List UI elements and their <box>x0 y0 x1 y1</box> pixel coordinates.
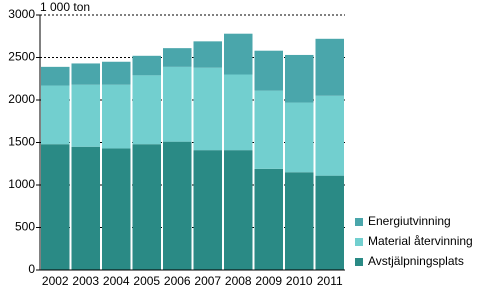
x-tick-label: 2006 <box>164 274 191 288</box>
x-tick-label: 2007 <box>194 274 221 288</box>
legend-swatch <box>355 238 363 246</box>
y-tick-label: 1500 <box>8 135 35 149</box>
bar-segment <box>315 95 344 176</box>
bar-segment <box>132 75 161 145</box>
unit-label: 1 000 ton <box>40 0 90 14</box>
bar-segment <box>102 84 131 149</box>
y-tick-label: 0 <box>28 262 35 276</box>
bar-segment <box>102 61 131 85</box>
legend-swatch <box>355 218 363 226</box>
bar-segment <box>71 84 100 147</box>
bar-segment <box>315 175 344 270</box>
bar-segment <box>102 148 131 270</box>
bar-segment <box>254 90 283 169</box>
bar-segment <box>71 63 100 85</box>
y-tick-label: 2500 <box>8 50 35 64</box>
legend-label: Material återvinning <box>368 234 473 248</box>
bar-segment <box>163 141 192 270</box>
bar-segment <box>163 48 192 67</box>
x-tick-label: 2011 <box>317 274 343 288</box>
x-tick-label: 2003 <box>72 274 99 288</box>
x-tick-label: 2005 <box>133 274 160 288</box>
bar-segment <box>71 146 100 270</box>
bar-segment <box>224 33 253 75</box>
bar-segment <box>41 66 70 86</box>
x-tick-label: 2009 <box>255 274 282 288</box>
bar-segment <box>285 54 314 103</box>
bar-segment <box>315 38 344 96</box>
x-tick-label: 2008 <box>225 274 252 288</box>
bar-segment <box>132 55 161 76</box>
x-tick-label: 2004 <box>103 274 130 288</box>
y-tick-label: 2000 <box>8 92 35 106</box>
bar-segment <box>285 172 314 270</box>
x-tick-label: 2002 <box>42 274 69 288</box>
bar-segment <box>254 168 283 270</box>
bar-segment <box>285 102 314 173</box>
bar-segment <box>224 74 253 151</box>
bar-segment <box>41 85 70 145</box>
bar-segment <box>193 150 222 270</box>
bar-segment <box>254 50 283 91</box>
legend-label: Energiutvinning <box>368 214 451 228</box>
bar-segment <box>41 144 70 270</box>
bar-segment <box>224 150 253 270</box>
bar-segment <box>193 41 222 68</box>
x-tick-label: 2010 <box>286 274 313 288</box>
y-tick-label: 3000 <box>8 7 35 21</box>
legend-label: Avstjälpningsplats <box>368 254 464 268</box>
bar-segment <box>132 144 161 270</box>
y-tick-label: 500 <box>15 220 35 234</box>
legend-swatch <box>355 258 363 266</box>
y-tick-label: 1000 <box>8 177 35 191</box>
bar-segment <box>163 66 192 142</box>
bar-segment <box>193 67 222 151</box>
